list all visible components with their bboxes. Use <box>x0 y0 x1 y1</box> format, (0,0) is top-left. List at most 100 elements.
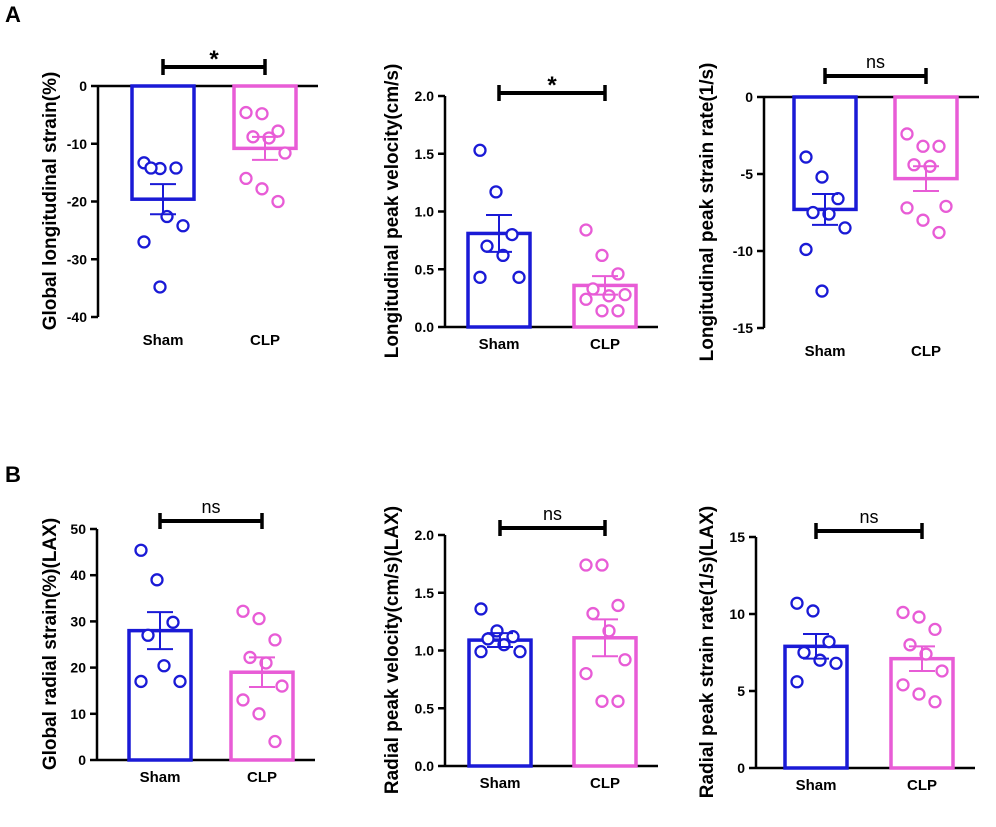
y-tick-label: 50 <box>70 521 86 537</box>
data-point-clp <box>916 213 930 227</box>
chart-lpsr: 0 -5 -10 -15 Sham CLP ns Longitudinal peak stra… <box>697 52 979 361</box>
data-point-sham <box>512 270 526 284</box>
data-point-sham <box>474 645 488 659</box>
y-tick-label: -40 <box>67 309 87 325</box>
data-point-sham <box>806 205 820 220</box>
y-tick-label: -10 <box>67 136 87 152</box>
data-point-clp <box>602 624 616 638</box>
data-point-clp <box>928 622 942 637</box>
data-point-clp <box>939 199 953 213</box>
y-tick-label: 10 <box>729 606 745 622</box>
data-point-sham <box>141 628 155 642</box>
data-point-clp <box>932 139 946 153</box>
data-point-sham <box>480 239 494 253</box>
category-label-sham: Sham <box>143 332 184 349</box>
data-point-sham <box>797 645 811 660</box>
data-point-sham <box>150 573 164 587</box>
y-tick-label: 2.0 <box>415 88 435 104</box>
y-tick-label: 0.0 <box>415 758 435 774</box>
data-point-sham <box>806 604 820 618</box>
data-point-clp <box>919 647 933 661</box>
data-point-clp <box>595 558 609 572</box>
data-point-clp <box>278 146 292 160</box>
significance-label: ns <box>201 497 220 517</box>
data-point-sham <box>822 635 836 649</box>
data-point-clp <box>611 304 625 318</box>
chart-lpv: 0.0 0.5 1.0 1.5 2.0 Sham CLP * Longitudinal peak… <box>382 64 658 358</box>
y-tick-label: 0 <box>745 89 753 105</box>
data-point-clp <box>579 666 593 681</box>
y-axis-title: Radial peak strain rate(1/s)(LAX) <box>697 506 718 798</box>
y-tick-label: 0.0 <box>415 319 435 335</box>
y-tick-label: 30 <box>70 613 86 629</box>
data-point-clp <box>916 139 930 153</box>
data-point-clp <box>900 201 914 215</box>
data-point-clp <box>595 694 609 708</box>
y-tick-label: 1.5 <box>415 146 435 162</box>
category-label-sham: Sham <box>805 343 846 360</box>
data-point-sham <box>513 645 527 659</box>
y-tick-label: 40 <box>70 567 86 583</box>
data-point-clp <box>579 223 593 237</box>
data-point-clp <box>579 292 593 306</box>
data-point-clp <box>903 638 917 652</box>
category-label-clp: CLP <box>911 343 941 360</box>
panel-label-a: A <box>5 2 21 27</box>
significance-label: ns <box>543 504 562 524</box>
data-point-sham <box>473 270 487 284</box>
category-label-clp: CLP <box>590 336 620 353</box>
y-axis-title: Longitudinal peak strain rate(1/s) <box>697 63 718 362</box>
data-point-sham <box>813 653 827 667</box>
data-point-sham <box>838 221 852 235</box>
data-point-sham <box>799 242 813 257</box>
data-point-sham <box>799 150 813 164</box>
data-point-clp <box>896 678 910 692</box>
y-tick-label: 0.5 <box>415 261 435 277</box>
bar-sham <box>467 638 533 768</box>
data-point-clp <box>252 707 266 721</box>
data-point-clp <box>255 182 269 196</box>
data-point-clp <box>255 107 269 121</box>
data-point-clp <box>602 289 616 303</box>
data-point-clp <box>932 225 946 240</box>
data-point-clp <box>618 288 632 302</box>
data-point-clp <box>928 695 942 709</box>
y-tick-label: 1.5 <box>415 585 435 601</box>
data-point-clp <box>236 604 250 618</box>
y-tick-label: 1.0 <box>415 643 435 659</box>
chart-rpsr: 0 5 10 15 Sham CLP ns Radial peak strain rate(1… <box>697 506 975 798</box>
data-point-sham <box>144 161 158 175</box>
data-point-clp <box>595 248 609 263</box>
data-point-clp <box>268 633 282 647</box>
data-point-clp <box>579 558 593 572</box>
data-point-clp <box>907 158 921 172</box>
data-point-clp <box>239 105 253 120</box>
chart-rpv: 0.0 0.5 1.0 1.5 2.0 Sham CLP ns Radial peak velo… <box>382 504 658 794</box>
significance-label: * <box>209 46 219 73</box>
y-tick-label: -30 <box>67 251 87 267</box>
data-point-sham <box>505 227 519 242</box>
y-tick-label: 1.0 <box>415 204 435 220</box>
category-label-sham: Sham <box>479 336 520 353</box>
y-tick-label: 15 <box>729 529 745 545</box>
data-point-clp <box>262 131 276 145</box>
data-point-clp <box>275 679 289 693</box>
data-point-clp <box>611 694 625 708</box>
data-point-sham <box>815 284 829 298</box>
category-label-clp: CLP <box>907 777 937 794</box>
data-point-clp <box>586 282 600 296</box>
y-tick-label: -15 <box>733 320 753 336</box>
data-point-clp <box>236 693 250 707</box>
data-point-sham <box>822 207 836 221</box>
data-point-clp <box>912 610 926 624</box>
y-tick-label: 2.0 <box>415 527 435 543</box>
panel-label-b: B <box>5 462 21 487</box>
data-point-sham <box>134 543 148 557</box>
data-point-sham <box>489 185 503 199</box>
y-tick-label: 0 <box>78 752 86 768</box>
significance-label: ns <box>866 52 885 72</box>
category-label-clp: CLP <box>247 769 277 786</box>
y-axis-title: Global longitudinal strain(%) <box>40 72 61 331</box>
data-point-sham <box>829 656 843 670</box>
